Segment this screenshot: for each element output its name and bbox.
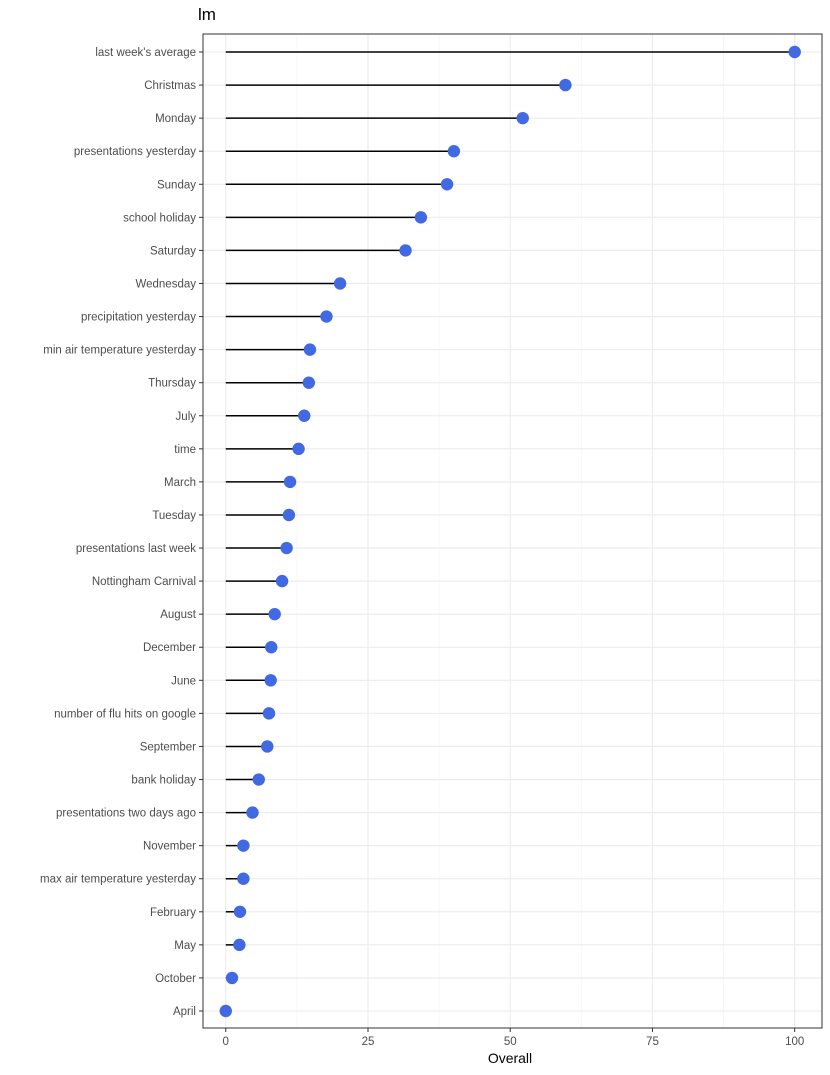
data-point	[219, 1004, 232, 1018]
y-tick-label: precipitation yesterday	[81, 312, 196, 324]
y-tick-label: last week's average	[95, 47, 196, 59]
y-tick-label: March	[164, 477, 196, 489]
stems	[225, 51, 795, 979]
y-tick-label: Tuesday	[152, 510, 196, 522]
data-point	[282, 508, 296, 522]
x-tick-label: 50	[504, 1036, 517, 1048]
x-tick-label: 75	[646, 1036, 659, 1048]
x-axis-label: Overall	[488, 1050, 532, 1066]
data-point	[233, 938, 246, 952]
x-tick-label: 100	[785, 1036, 804, 1048]
y-tick-label: June	[171, 675, 196, 687]
data-point	[275, 574, 289, 588]
y-tick-label: Sunday	[157, 179, 196, 191]
y-tick-label: August	[160, 609, 197, 621]
data-point	[225, 971, 239, 985]
data-point	[264, 674, 277, 687]
x-tick-label: 0	[223, 1036, 229, 1048]
y-tick-label: February	[150, 907, 196, 919]
y-tick-label: Wednesday	[135, 278, 196, 290]
data-point	[559, 78, 572, 92]
y-tick-label: school holiday	[123, 212, 196, 224]
chart-title: lm	[198, 5, 216, 24]
data-point	[283, 475, 297, 489]
y-tick-label: May	[174, 940, 196, 952]
y-tick-label: Nottingham Carnival	[92, 576, 196, 588]
y-tick-label: presentations two days ago	[56, 808, 196, 820]
y-tick-label: number of flu hits on google	[54, 708, 196, 720]
y-tick-label: presentations yesterday	[74, 146, 196, 158]
data-point	[233, 905, 247, 918]
y-tick-label: bank holiday	[131, 775, 196, 787]
x-tick-label: 25	[362, 1036, 375, 1048]
y-tick-label: Monday	[155, 113, 196, 125]
data-point	[788, 45, 801, 59]
data-point	[447, 145, 461, 158]
data-point	[280, 541, 293, 555]
data-point	[414, 211, 428, 224]
data-point	[303, 343, 317, 356]
y-tick-label: max air temperature yesterday	[40, 874, 196, 886]
data-point	[302, 376, 316, 389]
data-point	[292, 442, 305, 456]
data-point	[237, 839, 250, 852]
data-point	[399, 244, 412, 257]
data-point	[320, 310, 333, 323]
data-point	[246, 806, 259, 819]
y-tick-label: September	[140, 741, 196, 753]
y-tick-label: November	[143, 841, 196, 853]
y-tick-label: time	[174, 444, 196, 456]
x-axis: 0 25 50 75 100	[223, 1028, 804, 1048]
y-tick-label: presentations last week	[76, 543, 196, 555]
data-point	[262, 707, 276, 720]
data-point	[333, 277, 347, 290]
y-tick-label: October	[155, 973, 196, 985]
y-tick-label: April	[173, 1006, 196, 1018]
y-tick-label: July	[176, 411, 197, 423]
y-tick-label: December	[143, 642, 196, 654]
plot-border	[202, 33, 823, 1029]
y-tick-label: Thursday	[148, 378, 196, 390]
points	[219, 45, 801, 1018]
data-point	[440, 178, 454, 191]
data-point	[516, 111, 529, 125]
data-point	[265, 641, 278, 654]
y-axis: last week's average Christmas Monday presen…	[40, 47, 203, 1018]
y-tick-label: Saturday	[150, 245, 196, 257]
y-tick-label: Christmas	[144, 80, 196, 92]
plot-background	[203, 34, 822, 1028]
data-point	[237, 872, 250, 885]
data-point	[268, 607, 281, 621]
data-point	[252, 773, 265, 786]
y-tick-label: min air temperature yesterday	[43, 345, 196, 357]
data-point	[261, 740, 274, 753]
data-point	[298, 409, 311, 422]
